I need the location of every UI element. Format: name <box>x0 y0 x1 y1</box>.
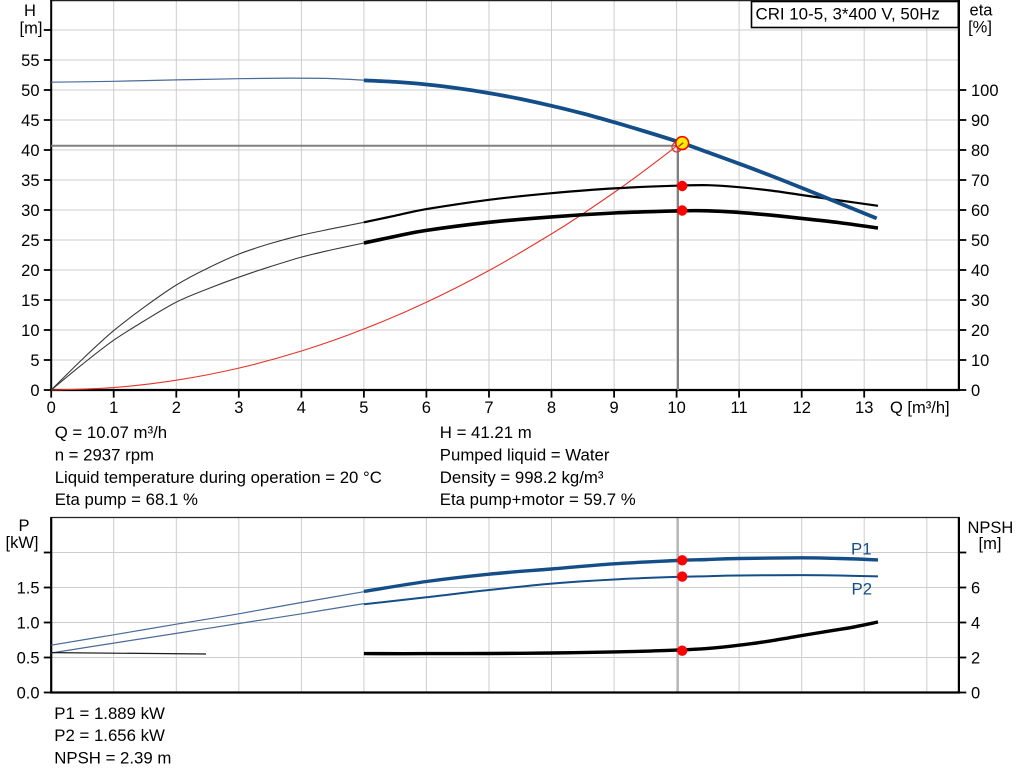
svg-text:5: 5 <box>359 399 368 417</box>
svg-text:P1 = 1.889 kW: P1 = 1.889 kW <box>54 704 165 723</box>
svg-text:60: 60 <box>971 202 989 220</box>
svg-text:35: 35 <box>21 172 39 190</box>
svg-text:20: 20 <box>21 262 39 280</box>
svg-text:2: 2 <box>172 399 181 417</box>
svg-text:50: 50 <box>971 232 989 250</box>
svg-text:2: 2 <box>971 650 980 668</box>
svg-text:40: 40 <box>971 262 989 280</box>
svg-text:[m]: [m] <box>20 20 43 38</box>
svg-text:4: 4 <box>971 615 980 633</box>
svg-text:50: 50 <box>21 82 39 100</box>
svg-text:H: H <box>24 2 36 20</box>
svg-text:[kW]: [kW] <box>6 534 39 552</box>
svg-text:80: 80 <box>971 142 989 160</box>
svg-text:55: 55 <box>21 52 39 70</box>
svg-text:30: 30 <box>21 202 39 220</box>
svg-text:15: 15 <box>21 292 39 310</box>
svg-text:0: 0 <box>971 382 980 400</box>
svg-text:9: 9 <box>610 399 619 417</box>
svg-text:0.5: 0.5 <box>17 650 40 668</box>
svg-text:[%]: [%] <box>968 19 992 37</box>
svg-text:8: 8 <box>547 399 556 417</box>
svg-text:CRI 10-5, 3*400 V, 50Hz: CRI 10-5, 3*400 V, 50Hz <box>756 5 940 24</box>
svg-text:3: 3 <box>234 399 243 417</box>
svg-text:13: 13 <box>855 399 873 417</box>
svg-text:NPSH = 2.39 m: NPSH = 2.39 m <box>54 748 171 767</box>
svg-text:Eta pump = 68.1 %: Eta pump = 68.1 % <box>55 490 198 509</box>
svg-text:10: 10 <box>21 322 39 340</box>
svg-text:5: 5 <box>30 352 39 370</box>
svg-text:H = 41.21 m: H = 41.21 m <box>440 423 532 442</box>
svg-text:Eta pump+motor = 59.7 %: Eta pump+motor = 59.7 % <box>440 490 636 509</box>
svg-text:P1: P1 <box>851 540 872 559</box>
svg-text:P2: P2 <box>852 579 873 598</box>
svg-text:90: 90 <box>971 112 989 130</box>
svg-text:Pumped liquid = Water: Pumped liquid = Water <box>440 446 610 465</box>
svg-text:n = 2937 rpm: n = 2937 rpm <box>55 446 154 465</box>
svg-text:Q [m³/h]: Q [m³/h] <box>890 399 950 417</box>
svg-text:eta: eta <box>970 2 994 20</box>
svg-text:NPSH: NPSH <box>968 519 1014 537</box>
svg-text:0: 0 <box>47 399 56 417</box>
svg-text:6: 6 <box>422 399 431 417</box>
svg-text:P2 = 1.656 kW: P2 = 1.656 kW <box>54 726 165 745</box>
svg-text:40: 40 <box>21 142 39 160</box>
svg-text:11: 11 <box>731 399 748 417</box>
svg-text:Density = 998.2 kg/m³: Density = 998.2 kg/m³ <box>440 468 604 487</box>
svg-text:12: 12 <box>793 399 811 417</box>
svg-text:100: 100 <box>971 82 999 100</box>
svg-text:[m]: [m] <box>979 535 1002 553</box>
svg-text:45: 45 <box>21 112 39 130</box>
svg-text:25: 25 <box>21 232 39 250</box>
svg-text:1: 1 <box>109 399 118 417</box>
svg-text:10: 10 <box>971 352 989 370</box>
svg-text:70: 70 <box>971 172 989 190</box>
svg-text:0.0: 0.0 <box>17 685 40 703</box>
svg-text:0: 0 <box>971 685 980 703</box>
svg-text:10: 10 <box>667 399 685 417</box>
svg-text:P: P <box>18 517 29 535</box>
svg-text:6: 6 <box>971 580 980 598</box>
svg-text:1.5: 1.5 <box>17 580 40 598</box>
svg-text:20: 20 <box>971 322 989 340</box>
svg-text:Q = 10.07 m³/h: Q = 10.07 m³/h <box>55 423 167 442</box>
svg-text:0: 0 <box>30 382 39 400</box>
svg-text:7: 7 <box>484 399 493 417</box>
svg-text:30: 30 <box>971 292 989 310</box>
svg-text:1.0: 1.0 <box>17 615 40 633</box>
svg-text:Liquid temperature during oper: Liquid temperature during operation = 20… <box>55 468 382 487</box>
svg-text:4: 4 <box>297 399 306 417</box>
